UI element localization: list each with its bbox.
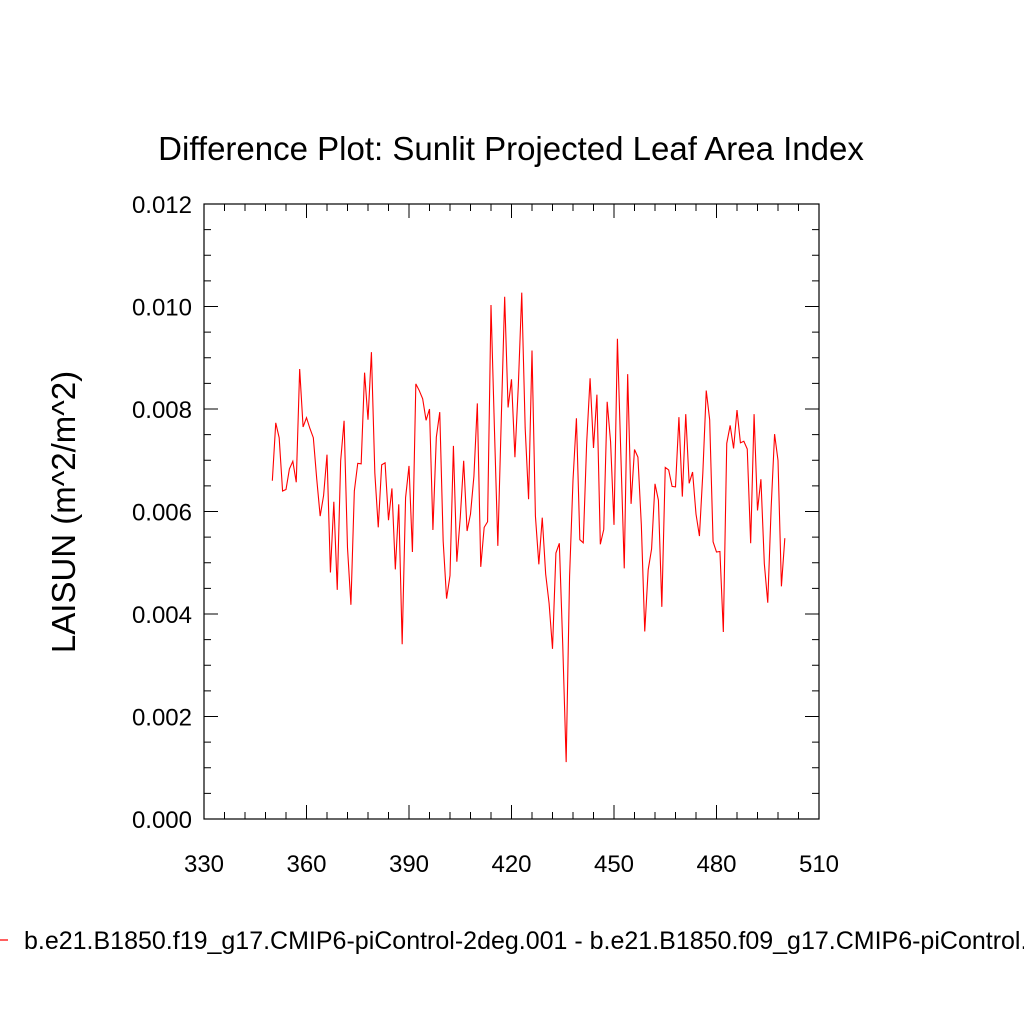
x-tick-label: 390 <box>389 851 429 878</box>
legend-label: b.e21.B1850.f19_g17.CMIP6-piControl-2deg… <box>24 927 1024 955</box>
x-tick-label: 480 <box>696 851 736 878</box>
y-tick-label: 0.006 <box>132 500 192 527</box>
x-tick-label: 330 <box>184 851 224 878</box>
y-tick-label: 0.008 <box>132 397 192 424</box>
y-axis-label: LAISUN (m^2/m^2) <box>45 371 82 653</box>
tick-labels: 330 360 390 420 450 480 510 0.000 0.002 0.004 0.00… <box>132 192 839 878</box>
axis-ticks <box>203 203 820 820</box>
legend: b.e21.B1850.f19_g17.CMIP6-piControl-2deg… <box>0 927 1024 955</box>
x-tick-label: 360 <box>286 851 326 878</box>
x-tick-label: 450 <box>594 851 634 878</box>
y-tick-label: 0.012 <box>132 192 192 219</box>
x-tick-label: 420 <box>491 851 531 878</box>
plot-frame <box>203 203 820 820</box>
chart-title: Difference Plot: Sunlit Projected Leaf A… <box>158 130 864 167</box>
x-tick-label: 510 <box>799 851 839 878</box>
series-layer <box>271 292 786 763</box>
series-line <box>271 292 786 763</box>
y-tick-label: 0.002 <box>132 705 192 732</box>
y-tick-label: 0.010 <box>132 295 192 322</box>
y-tick-label: 0.004 <box>132 602 192 629</box>
y-tick-label: 0.000 <box>132 807 192 834</box>
